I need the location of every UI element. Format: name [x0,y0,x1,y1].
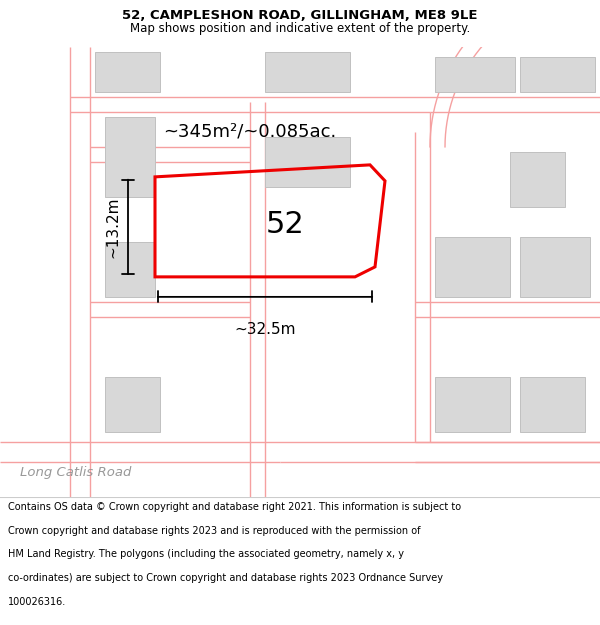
Text: 52, CAMPLESHON ROAD, GILLINGHAM, ME8 9LE: 52, CAMPLESHON ROAD, GILLINGHAM, ME8 9LE [122,9,478,22]
Text: ~345m²/~0.085ac.: ~345m²/~0.085ac. [163,123,336,141]
Text: co-ordinates) are subject to Crown copyright and database rights 2023 Ordnance S: co-ordinates) are subject to Crown copyr… [8,573,443,583]
Bar [520,377,585,432]
Bar [95,52,160,92]
Text: 52: 52 [266,211,304,239]
Bar [510,152,565,207]
Bar [435,237,510,297]
Bar [265,52,350,92]
Text: Contains OS data © Crown copyright and database right 2021. This information is : Contains OS data © Crown copyright and d… [8,502,461,512]
Bar [105,377,160,432]
Bar [105,242,155,297]
Text: Long Catlis Road: Long Catlis Road [20,466,131,479]
Text: HM Land Registry. The polygons (including the associated geometry, namely x, y: HM Land Registry. The polygons (includin… [8,549,404,559]
Text: Map shows position and indicative extent of the property.: Map shows position and indicative extent… [130,22,470,35]
Text: ~32.5m: ~32.5m [234,322,296,337]
Bar [435,57,515,92]
Bar [265,137,350,187]
Text: ~13.2m: ~13.2m [105,196,120,258]
Bar [435,377,510,432]
Text: 100026316.: 100026316. [8,597,66,607]
Bar [105,117,155,197]
Text: Crown copyright and database rights 2023 and is reproduced with the permission o: Crown copyright and database rights 2023… [8,526,420,536]
Bar [520,57,595,92]
Bar [520,237,590,297]
